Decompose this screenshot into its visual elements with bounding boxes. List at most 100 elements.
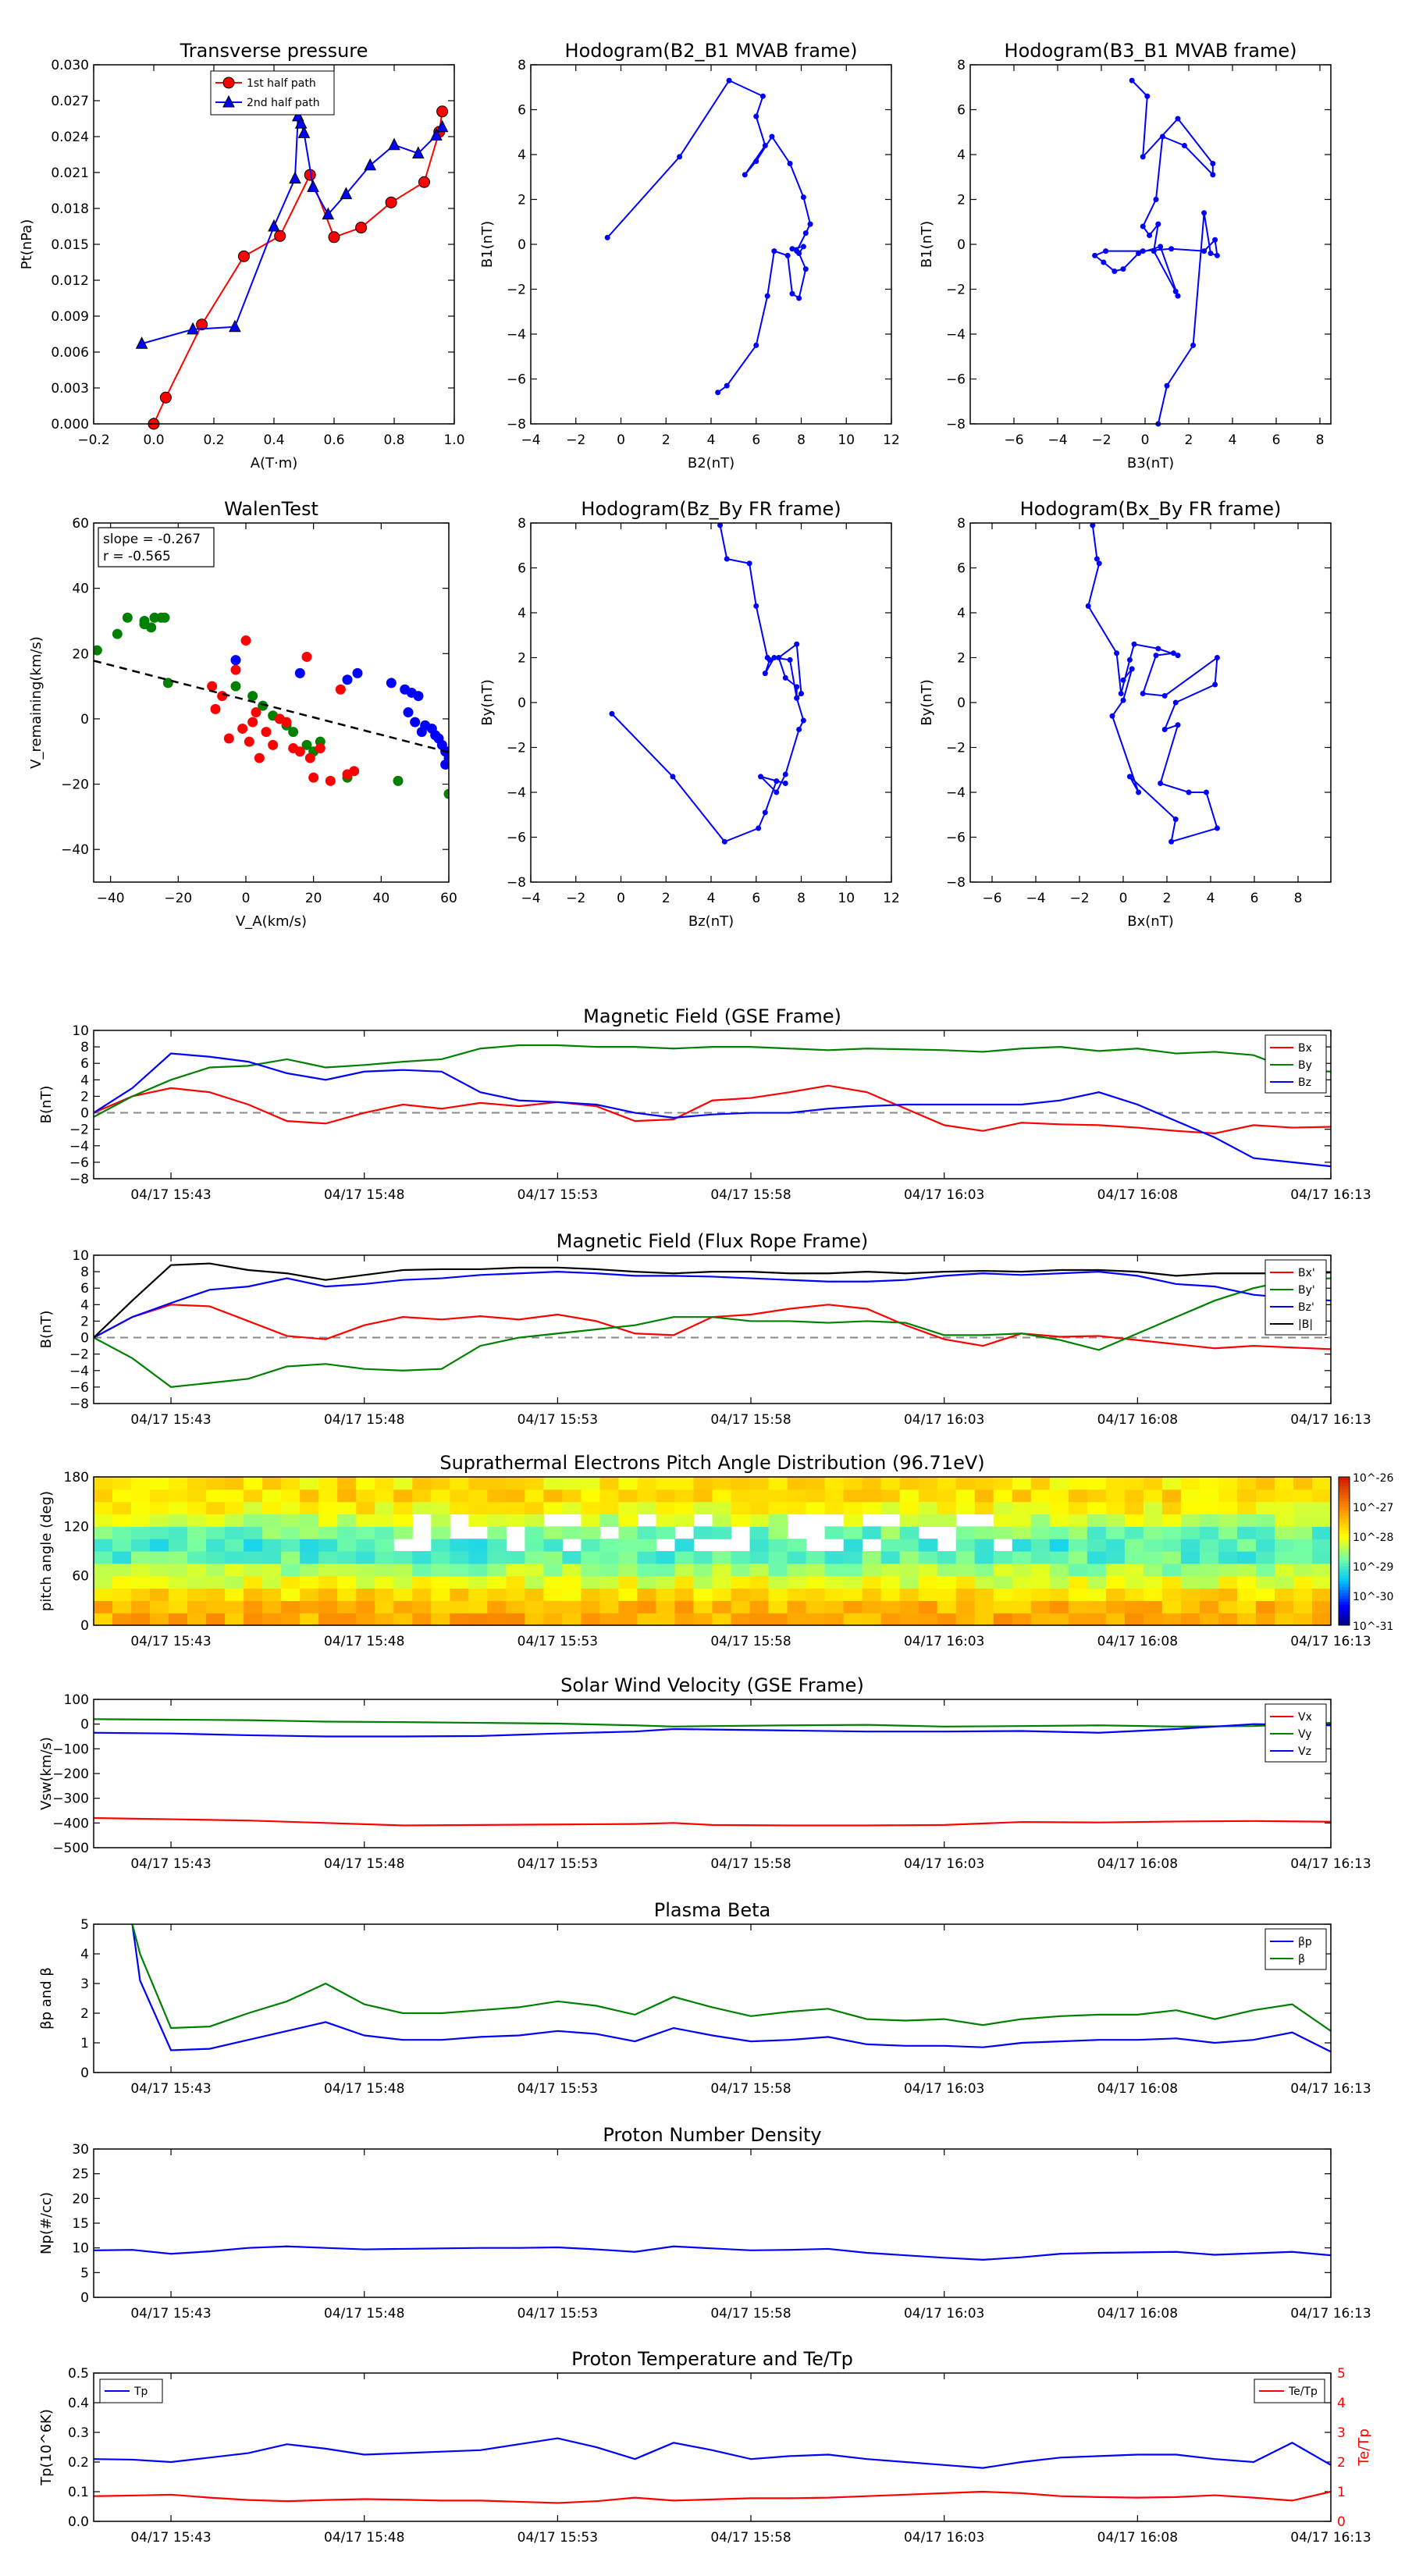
pad-cell <box>955 1477 976 1490</box>
pad-cell <box>1049 1575 1069 1589</box>
pad-cell <box>637 1501 657 1515</box>
pad-cell <box>1049 1600 1069 1614</box>
pad-cell <box>1030 1563 1051 1577</box>
pt-xlabel: A(T·m) <box>251 455 298 471</box>
pad-cell <box>581 1551 601 1564</box>
vsw-ytick-label: −300 <box>52 1791 89 1807</box>
pad-cell <box>880 1489 901 1503</box>
np-line-Np <box>94 2245 1331 2261</box>
pad-cell <box>225 1489 244 1503</box>
pad-cell <box>581 1489 601 1503</box>
pad-cell <box>862 1588 882 1601</box>
pad-cell <box>843 1613 863 1626</box>
pad-cell <box>1180 1575 1200 1589</box>
pad-cell <box>1143 1526 1163 1539</box>
pad-cell <box>300 1514 319 1527</box>
pad-cell <box>656 1477 676 1490</box>
pad-cell <box>918 1588 938 1601</box>
pad-cell <box>525 1575 544 1589</box>
pad-cell <box>131 1514 151 1527</box>
beta-legend-label: β <box>1298 1953 1305 1966</box>
pad-cell <box>1236 1489 1257 1503</box>
pad-cell <box>375 1551 394 1564</box>
pad-cell <box>806 1477 826 1490</box>
vsw-ytick-label: 100 <box>64 1692 89 1708</box>
pad-cell <box>581 1539 601 1552</box>
h3-xtick-label: 10 <box>838 891 855 906</box>
pad-cell <box>150 1575 169 1589</box>
pad-title: Suprathermal Electrons Pitch Angle Distr… <box>439 1452 984 1474</box>
pad-cell <box>431 1588 450 1601</box>
pad-cell <box>674 1501 695 1515</box>
pad-cell <box>674 1575 695 1589</box>
mag_gse-xtick-label: 04/17 15:58 <box>710 1187 791 1203</box>
pad-cell <box>974 1563 994 1577</box>
pad-cell <box>1180 1613 1200 1626</box>
pad-cell <box>375 1563 394 1577</box>
pad-cell <box>318 1575 338 1589</box>
pad-xtick-label: 04/17 16:03 <box>904 1634 984 1649</box>
pad-colorbar-label: 10^-30 <box>1353 1591 1393 1603</box>
pad-cell <box>412 1563 432 1577</box>
h1-point <box>802 266 809 272</box>
h2-point <box>1190 342 1197 348</box>
pt-point <box>294 116 308 129</box>
pad-ytick-label: 60 <box>72 1569 89 1585</box>
pad-cell <box>581 1514 601 1527</box>
pad-colorbar-segment <box>1339 1551 1350 1555</box>
pad-cell <box>880 1501 901 1515</box>
pad-cell <box>150 1600 169 1614</box>
pad-cell <box>112 1539 132 1552</box>
pad-cell <box>487 1489 507 1503</box>
pad-cell <box>1255 1477 1275 1490</box>
h2-point <box>1151 248 1157 254</box>
h1-point <box>753 158 759 165</box>
pad-cell <box>974 1600 994 1614</box>
pad-cell <box>656 1575 676 1589</box>
pad-cell <box>806 1575 826 1589</box>
pad-cell <box>450 1563 469 1577</box>
h3-point <box>782 781 788 786</box>
pad-cell <box>487 1551 507 1564</box>
pad-colorbar-segment <box>1339 1589 1350 1593</box>
pad-cell <box>468 1501 488 1515</box>
walen-annotation-box <box>98 527 215 568</box>
pad-cell <box>880 1563 901 1577</box>
pad-cell <box>581 1575 601 1589</box>
pad-cell <box>131 1477 151 1490</box>
mag_gse-xtick-label: 04/17 16:08 <box>1097 1187 1178 1203</box>
pad-cell <box>1255 1501 1275 1515</box>
pad-cell <box>112 1588 132 1601</box>
pad-cell <box>543 1613 563 1626</box>
beta-line-β <box>131 1924 1331 2032</box>
pad-cell <box>1124 1588 1144 1601</box>
pad-cell <box>1012 1600 1032 1614</box>
pad-cell <box>1012 1489 1032 1503</box>
pad-cell <box>1087 1539 1107 1552</box>
pad-xtick-label: 04/17 16:13 <box>1290 1634 1371 1649</box>
pad-cell <box>1105 1526 1126 1539</box>
walen-ytick-label: 0 <box>80 712 89 728</box>
pad-ytick-label: 120 <box>64 1519 89 1535</box>
pad-colorbar-label: 10^-27 <box>1353 1502 1393 1514</box>
pad-cell <box>1087 1613 1107 1626</box>
pad-cell <box>506 1575 525 1589</box>
h2-point <box>1103 248 1109 254</box>
pad-cell <box>993 1489 1013 1503</box>
pad-cell <box>806 1563 826 1577</box>
pad-cell <box>506 1514 525 1527</box>
pad-cell <box>1161 1563 1182 1577</box>
h4-ylabel: By(nT) <box>919 679 935 725</box>
pad-cell <box>1049 1563 1069 1577</box>
h4-point <box>1214 825 1220 831</box>
pad-cell <box>693 1600 713 1614</box>
pad-cell <box>712 1563 732 1577</box>
h1-ytick-label: 8 <box>518 58 526 73</box>
pad-cell <box>1236 1539 1257 1552</box>
pad-cell <box>375 1613 394 1626</box>
pad-cell <box>862 1575 882 1589</box>
pad-cell <box>487 1575 507 1589</box>
walen-frame <box>93 522 450 883</box>
mag_gse-ytick-label: 4 <box>80 1073 89 1088</box>
